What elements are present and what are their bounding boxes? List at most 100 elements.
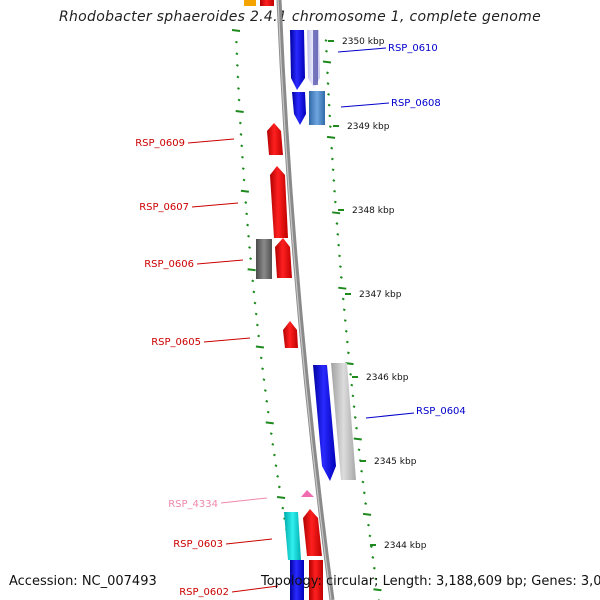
feature-red-partial — [260, 0, 274, 6]
gene-label-RSP_0608[interactable]: RSP_0608 — [391, 98, 441, 109]
gene-grey-neighbor — [331, 363, 356, 480]
tick-mark-right — [341, 297, 345, 301]
tick-mark-right — [362, 491, 366, 495]
gene-label-RSP_0605[interactable]: RSP_0605 — [151, 337, 201, 348]
tick-mark-right — [338, 286, 347, 290]
gene-label-leader-line — [337, 47, 387, 53]
tick-mark-right — [338, 254, 341, 258]
tick-mark-right — [330, 157, 334, 161]
tick-mark-left — [254, 312, 258, 316]
gene-label-leader-line — [340, 102, 390, 108]
gene-grey-box — [256, 239, 272, 279]
tick-mark-left — [231, 29, 241, 32]
gene-label-leader-line — [203, 337, 251, 343]
tick-mark-left — [276, 496, 286, 500]
tick-mark-left — [242, 178, 246, 182]
tick-mark-right — [335, 222, 339, 225]
tick-mark-left — [266, 410, 270, 414]
tick-mark-right — [355, 426, 358, 430]
tick-mark-right — [337, 243, 341, 247]
tick-mark-right — [364, 502, 368, 505]
tick-mark-right — [372, 566, 376, 570]
tick-mark-right — [346, 351, 350, 355]
tick-mark-left — [234, 40, 238, 44]
gene-label-RSP_4334[interactable]: RSP_4334 — [168, 499, 218, 510]
tick-mark-right — [361, 480, 365, 484]
tick-mark-right — [373, 588, 382, 592]
tick-mark-left — [245, 212, 249, 216]
tick-mark-right — [374, 577, 378, 581]
tick-mark-left — [236, 75, 240, 79]
tick-mark-right — [349, 372, 353, 376]
gene-steelblue-box — [309, 91, 325, 125]
tick-mark-left — [252, 290, 256, 294]
gene-red-bottom-partial — [309, 560, 323, 600]
tick-mark-right — [333, 189, 337, 193]
tick-mark-left — [262, 378, 266, 382]
gene-blue-bottom-partial — [290, 560, 304, 600]
accession-text: Accession: NC_007493 — [9, 574, 157, 589]
tick-mark-right — [339, 276, 343, 279]
tick-mark-right — [350, 383, 354, 387]
tick-mark-left — [281, 506, 285, 510]
gene-label-RSP_0602[interactable]: RSP_0602 — [179, 587, 229, 598]
tick-mark-left — [261, 367, 265, 371]
gene-RSP_0604-arrow — [313, 365, 336, 481]
chromosome-backbone-highlight — [277, 0, 332, 600]
tick-mark-right — [369, 545, 373, 549]
tick-mark-left — [244, 201, 248, 204]
tick-mark-left — [276, 474, 280, 478]
tick-mark-left — [235, 110, 244, 114]
tick-mark-left — [238, 121, 242, 125]
scale-label: 2345 kbp — [374, 457, 417, 467]
gene-features — [244, 0, 356, 600]
gene-label-leader-line — [231, 585, 279, 593]
tick-mark-left — [255, 345, 265, 349]
tick-mark-right — [343, 319, 347, 322]
tick-mark-left — [235, 52, 239, 56]
gene-RSP_0610-arrow — [290, 30, 305, 90]
gene-label-RSP_0604[interactable]: RSP_0604 — [416, 406, 466, 417]
tick-mark-right — [338, 265, 342, 269]
gene-label-RSP_0609[interactable]: RSP_0609 — [135, 138, 185, 149]
chromosome-backbone — [276, 0, 335, 600]
feature-orange-partial — [244, 0, 256, 6]
gene-label-leader-line — [365, 412, 415, 419]
tick-mark-left — [237, 87, 240, 90]
tick-mark-left — [263, 389, 267, 392]
genome-summary-text: Topology: circular; Length: 3,188,609 bp… — [261, 574, 600, 589]
tick-mark-right — [371, 556, 375, 559]
tick-mark-left — [272, 453, 276, 457]
tick-mark-left — [259, 356, 263, 360]
tick-mark-right — [332, 179, 336, 182]
gene-RSP_0605-arrow — [283, 321, 298, 348]
gene-RSP_0603-arrow — [303, 509, 322, 556]
tick-mark-right — [322, 60, 332, 64]
gene-cyan-box — [284, 512, 301, 560]
scale-label: 2346 kbp — [366, 373, 409, 383]
tick-mark-left — [241, 155, 244, 159]
tick-mark-right — [367, 523, 370, 527]
scale-label: 2348 kbp — [352, 206, 395, 216]
tick-mark-right — [328, 125, 332, 129]
gene-label-RSP_0607[interactable]: RSP_0607 — [139, 202, 189, 213]
gene-label-leader-line — [196, 259, 244, 265]
tick-mark-left — [253, 301, 257, 305]
gene-label-RSP_0610[interactable]: RSP_0610 — [388, 43, 438, 54]
tick-mark-arcs — [231, 29, 382, 600]
tick-mark-left — [274, 464, 278, 468]
tick-mark-left — [240, 189, 250, 193]
gene-RSP_0607-arrow — [270, 166, 288, 238]
tick-mark-left — [247, 268, 256, 272]
gene-labels: RSP_0610 RSP_0608 RSP_0609 RSP_0607 RSP_0606… — [135, 43, 466, 598]
tick-mark-right — [333, 200, 337, 204]
gene-RSP_0608-arrow — [292, 92, 306, 125]
tick-mark-right — [331, 168, 335, 172]
tick-mark-right — [342, 308, 346, 312]
gene-label-RSP_0603[interactable]: RSP_0603 — [173, 539, 223, 550]
scale-label: 2344 kbp — [384, 541, 427, 551]
gene-label-RSP_0606[interactable]: RSP_0606 — [144, 259, 194, 270]
tick-mark-left — [248, 246, 252, 249]
tick-mark-left — [269, 432, 273, 436]
tick-mark-right — [332, 211, 341, 215]
